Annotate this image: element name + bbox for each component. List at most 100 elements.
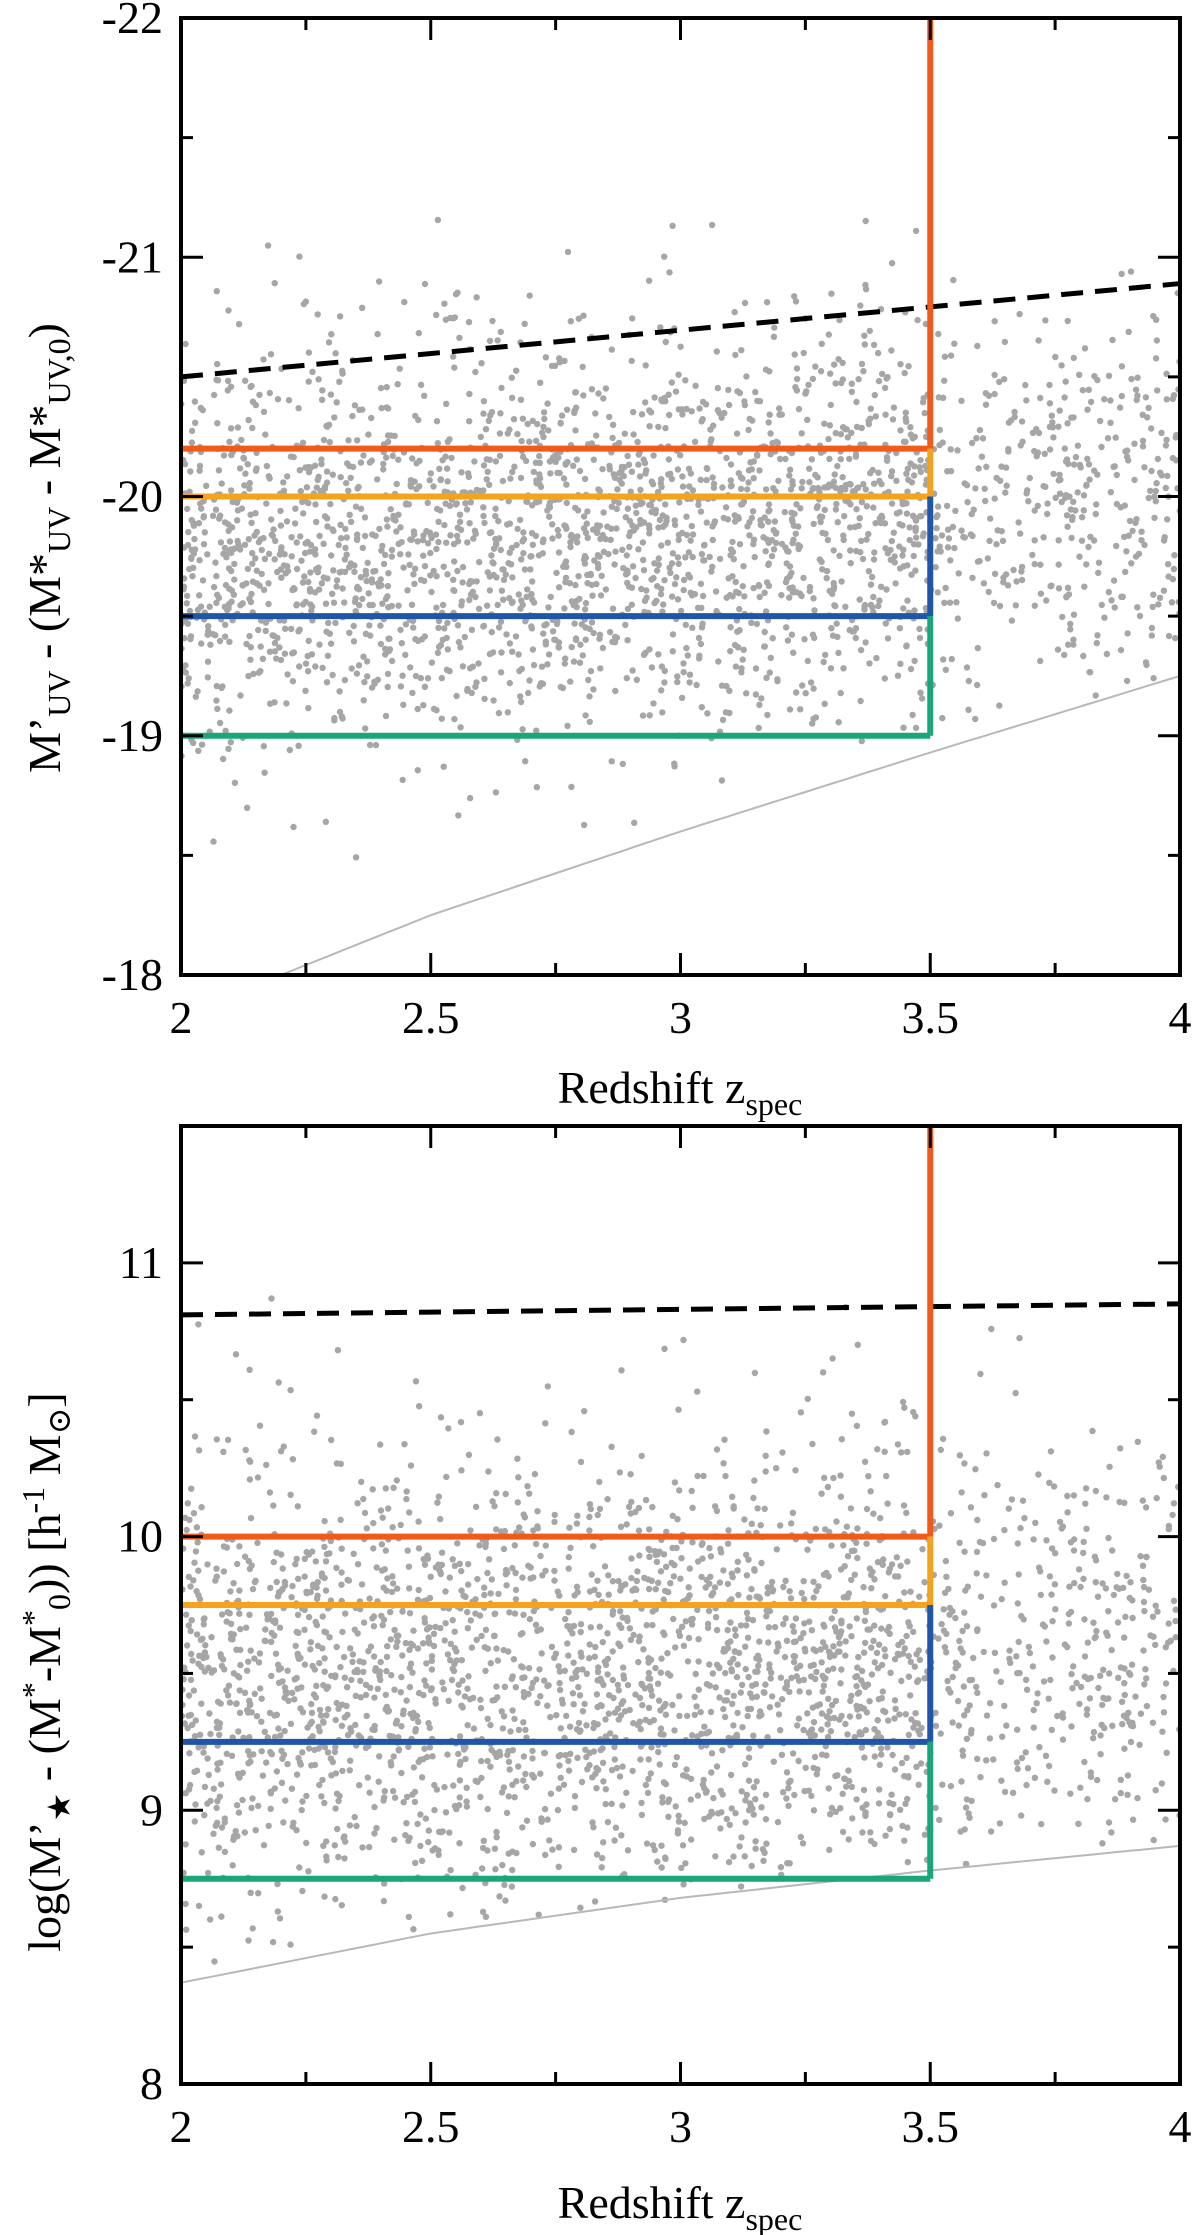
data-point (983, 463, 990, 470)
data-point (1127, 268, 1135, 275)
data-point (436, 465, 443, 472)
data-point (607, 1730, 614, 1737)
data-point (1080, 1575, 1087, 1583)
data-point (570, 601, 577, 609)
data-point (332, 350, 339, 357)
data-point (706, 1661, 713, 1668)
data-point (405, 1913, 413, 1921)
data-point (591, 1653, 598, 1660)
data-point (620, 564, 627, 572)
data-point (1000, 579, 1007, 586)
data-point (945, 1585, 952, 1593)
data-point (439, 601, 447, 609)
data-point (1001, 1788, 1009, 1796)
data-point (617, 1587, 624, 1594)
data-point (514, 525, 521, 533)
data-point (932, 1709, 939, 1717)
data-point (1148, 425, 1155, 432)
data-point (297, 487, 304, 495)
data-point (782, 579, 790, 586)
data-point (371, 678, 378, 686)
data-point (213, 1718, 221, 1726)
data-point (951, 544, 958, 552)
data-point (755, 582, 763, 590)
data-point (290, 1819, 297, 1827)
data-point (611, 561, 618, 568)
data-point (600, 1778, 607, 1785)
data-point (841, 512, 848, 520)
data-point (713, 1626, 721, 1634)
data-point (685, 1584, 692, 1591)
data-point (893, 477, 900, 484)
data-point (875, 469, 882, 476)
data-point (371, 1694, 378, 1701)
data-point (569, 1690, 577, 1697)
data-point (423, 1753, 431, 1761)
data-point (1139, 1497, 1147, 1504)
data-point (615, 1577, 622, 1585)
data-point (247, 1514, 255, 1522)
data-point (496, 1752, 504, 1759)
data-point (745, 479, 752, 486)
data-point (1093, 501, 1100, 508)
data-point (298, 557, 305, 564)
data-point (402, 621, 410, 628)
data-point (996, 602, 1004, 610)
data-point (793, 501, 800, 508)
data-point (724, 1626, 731, 1634)
data-point (798, 1589, 805, 1597)
data-point (451, 587, 458, 594)
data-point (425, 1827, 432, 1834)
data-point (541, 1677, 548, 1684)
data-point (271, 280, 278, 287)
data-point (688, 1487, 695, 1495)
data-point (1078, 514, 1086, 521)
data-point (996, 1820, 1004, 1827)
data-point (630, 431, 637, 438)
data-point (493, 1828, 500, 1836)
data-point (828, 290, 835, 297)
data-point (482, 1913, 490, 1921)
data-point (738, 1681, 746, 1689)
data-point (226, 438, 233, 445)
data-point (782, 1577, 789, 1585)
data-point (458, 469, 465, 476)
data-point (1095, 559, 1103, 566)
data-point (819, 1688, 826, 1695)
data-point (349, 412, 356, 420)
data-point (844, 1731, 851, 1738)
data-point (351, 562, 358, 569)
data-point (844, 434, 851, 441)
data-point (838, 578, 845, 585)
data-point (1106, 1670, 1113, 1677)
data-point (254, 1539, 261, 1547)
data-point (192, 1548, 200, 1555)
data-point (745, 1556, 752, 1563)
data-point (526, 677, 533, 684)
data-point (628, 1574, 635, 1582)
data-point (407, 1660, 415, 1667)
data-point (258, 1718, 265, 1725)
data-point (848, 1410, 856, 1417)
data-point (916, 513, 924, 520)
data-point (893, 1554, 900, 1561)
data-point (456, 511, 464, 518)
data-point (233, 1802, 241, 1809)
data-point (629, 1767, 636, 1775)
data-point (977, 1370, 984, 1378)
data-point (837, 1472, 844, 1479)
data-point (790, 1628, 798, 1635)
data-point (660, 1596, 667, 1603)
data-point (783, 624, 790, 631)
data-point (527, 1564, 534, 1571)
data-point (648, 1744, 655, 1751)
data-point (630, 1631, 637, 1639)
data-point (574, 1589, 581, 1596)
data-point (858, 498, 866, 506)
data-point (267, 1748, 274, 1756)
data-point (916, 1731, 923, 1738)
data-point (867, 1488, 874, 1495)
data-point (357, 1694, 364, 1701)
data-point (659, 512, 666, 519)
data-point (974, 1516, 981, 1524)
